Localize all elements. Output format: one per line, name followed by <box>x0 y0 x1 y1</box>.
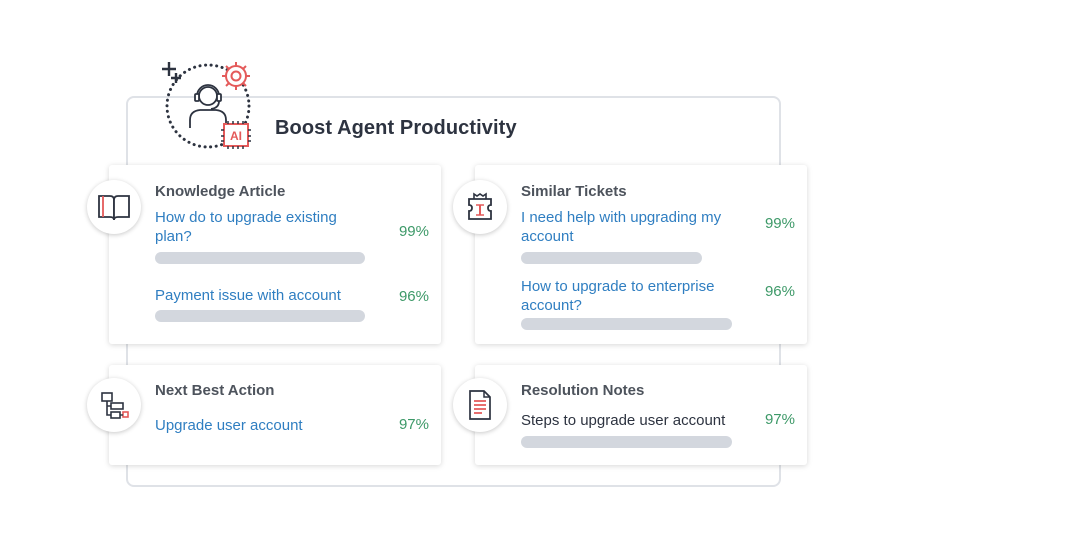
next-best-action-title: Next Best Action <box>155 382 275 399</box>
resolution-notes-score: 97% <box>764 411 795 428</box>
knowledge-article-score-1: 99% <box>398 223 429 240</box>
knowledge-article-bar-2 <box>155 310 365 322</box>
document-icon <box>469 390 491 420</box>
knowledge-article-title: Knowledge Article <box>155 183 286 200</box>
knowledge-article-link-1[interactable]: How do to upgrade existing plan? <box>155 209 337 245</box>
resolution-notes-title: Resolution Notes <box>521 382 645 399</box>
resolution-notes-badge <box>453 378 507 432</box>
similar-ticket-link-2[interactable]: How to upgrade to enterprise account? <box>521 278 715 314</box>
similar-ticket-score-1: 99% <box>764 215 795 232</box>
next-best-action-score: 97% <box>398 416 429 433</box>
ai-chip-label: AI <box>230 129 242 143</box>
book-icon <box>98 195 130 221</box>
knowledge-article-badge <box>87 180 141 234</box>
similar-ticket-bar-2 <box>521 318 732 330</box>
next-best-action-link[interactable]: Upgrade user account <box>155 417 303 434</box>
similar-tickets-badge <box>453 180 507 234</box>
next-best-action-badge <box>87 378 141 432</box>
ticket-icon <box>468 192 492 220</box>
knowledge-article-bar-1 <box>155 252 365 264</box>
similar-ticket-link-1[interactable]: I need help with upgrading my account <box>521 209 722 245</box>
similar-ticket-bar-1 <box>521 252 702 264</box>
knowledge-article-score-2: 96% <box>398 288 429 305</box>
page-title: Boost Agent Productivity <box>275 117 517 139</box>
resolution-notes-card <box>475 365 807 465</box>
next-best-action-card <box>109 365 441 465</box>
support-agent-ai-icon: AI <box>162 62 251 149</box>
resolution-notes-bar <box>521 436 732 448</box>
knowledge-article-link-2[interactable]: Payment issue with account <box>155 287 341 304</box>
resolution-notes-text: Steps to upgrade user account <box>521 412 726 429</box>
similar-tickets-title: Similar Tickets <box>521 183 627 200</box>
similar-ticket-score-2: 96% <box>764 283 795 300</box>
flowchart-icon <box>101 392 129 419</box>
